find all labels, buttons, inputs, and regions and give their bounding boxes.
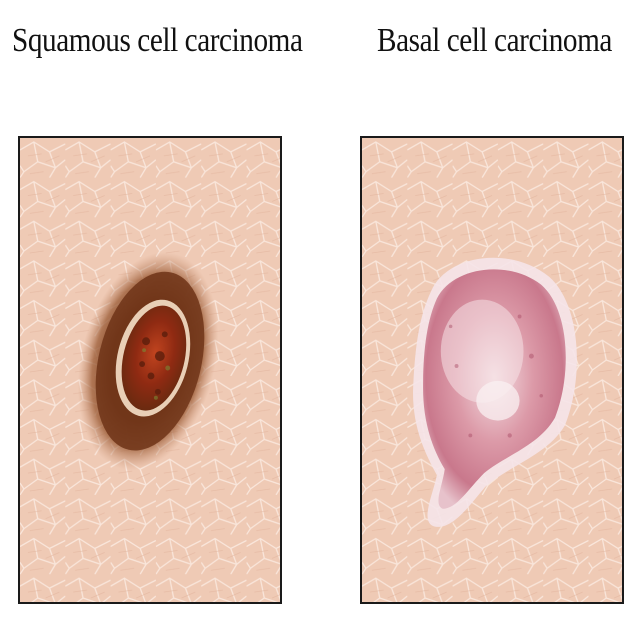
basal-lesion-illustration (362, 138, 622, 602)
label-squamous-cell-carcinoma: Squamous cell carcinoma (12, 22, 303, 59)
squamous-lesion-illustration (20, 138, 280, 602)
basal-lesion-image (360, 136, 624, 604)
squamous-lesion-image (18, 136, 282, 604)
label-basal-cell-carcinoma: Basal cell carcinoma (377, 22, 612, 59)
